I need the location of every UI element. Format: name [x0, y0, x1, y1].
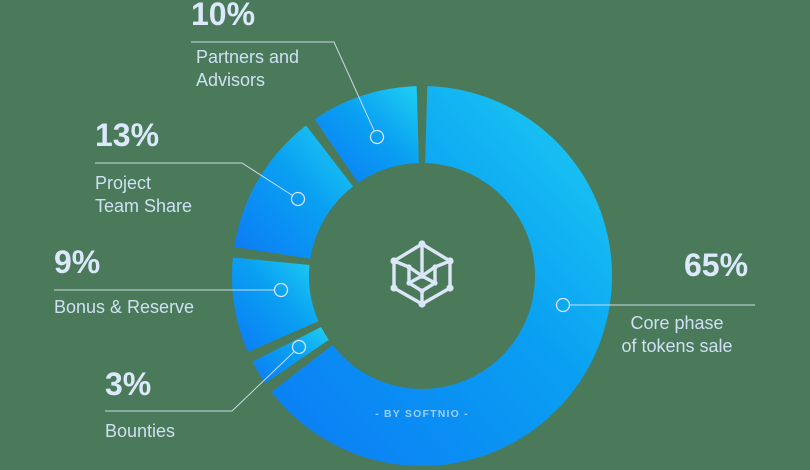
svg-text:- BY SOFTNIO -: - BY SOFTNIO - — [375, 408, 469, 420]
